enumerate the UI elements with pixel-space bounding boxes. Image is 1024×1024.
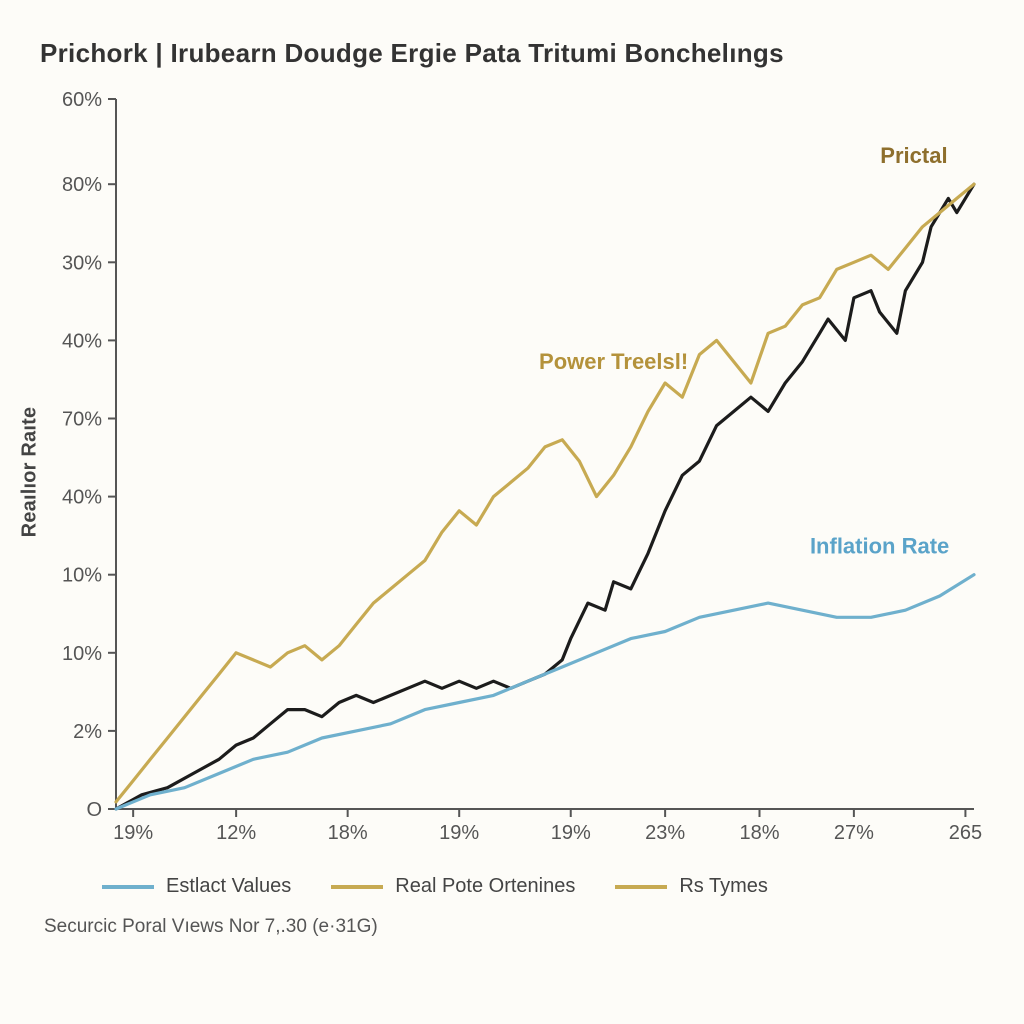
legend-label: Estlact Values <box>166 875 291 898</box>
legend-item: Real Pote Ortenines <box>331 875 575 898</box>
y-tick-label: 10% <box>62 565 102 587</box>
annotation: Inflation Rate <box>810 533 949 558</box>
x-tick-label: 18% <box>739 822 779 844</box>
legend-item: Estlact Values <box>102 875 291 898</box>
x-tick-label: 23% <box>645 822 685 844</box>
y-tick-label: 70% <box>62 409 102 431</box>
x-tick-label: 18% <box>328 822 368 844</box>
y-tick-label: 10% <box>62 643 102 665</box>
y-tick-label: 40% <box>62 487 102 509</box>
footnote: Securcic Poral Vıews Nor 7,.30 (e·31G) <box>44 916 986 938</box>
series-gold <box>116 184 974 802</box>
y-tick-label: 30% <box>62 252 102 274</box>
legend-item: Rs Tymes <box>615 875 768 898</box>
x-tick-label: 19% <box>113 822 153 844</box>
y-tick-label: 80% <box>62 174 102 196</box>
y-tick-label: 60% <box>62 89 102 111</box>
legend-label: Rs Tymes <box>679 875 768 898</box>
series-black <box>116 184 974 809</box>
y-tick-label: 2% <box>73 721 102 743</box>
legend-swatch <box>331 885 383 889</box>
x-tick-label: 19% <box>551 822 591 844</box>
legend-label: Real Pote Ortenines <box>395 875 575 898</box>
x-tick-label: 12% <box>216 822 256 844</box>
line-chart: O 2% 10% 10% 40% 70% 40% 30% 80% 60% 19% 12% 18% 19% 1… <box>44 87 984 857</box>
y-tick-label: 40% <box>62 330 102 352</box>
y-tick-label: O <box>86 799 102 821</box>
legend: Estlact Values Real Pote Ortenines Rs Tyme… <box>102 875 986 898</box>
legend-swatch <box>615 885 667 889</box>
annotation: Prictal <box>880 143 947 168</box>
legend-swatch <box>102 885 154 889</box>
chart-title: Prichork | Irubearn Doudge Ergie Pata Tr… <box>40 38 986 69</box>
series-blue <box>116 575 974 809</box>
x-tick-label: 265 <box>949 822 982 844</box>
x-tick-label: 27% <box>834 822 874 844</box>
chart-area: Reaılıor Raıte O2%10%10%40%70%40%30%80%6… <box>44 87 984 857</box>
annotation: Power Treelsl! <box>539 349 688 374</box>
y-axis-label: Reaılıor Raıte <box>19 407 42 538</box>
x-tick-label: 19% <box>439 822 479 844</box>
